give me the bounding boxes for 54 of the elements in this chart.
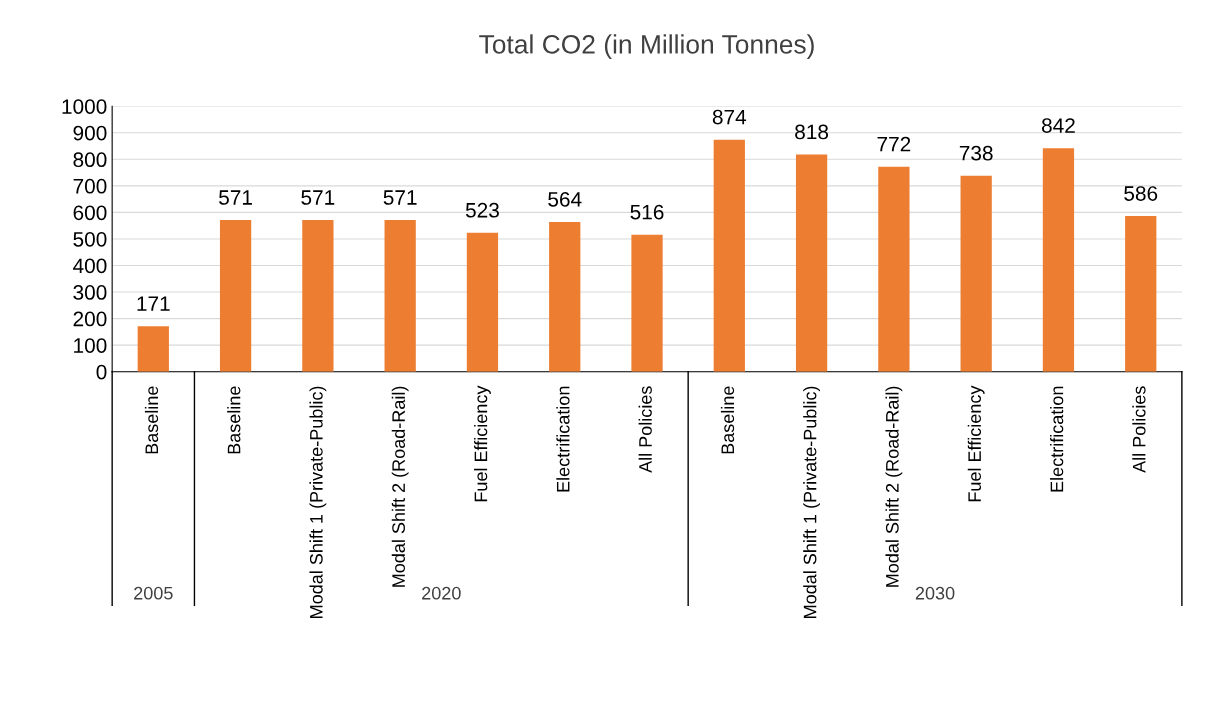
y-tick-label: 200 xyxy=(73,311,107,327)
bar xyxy=(1125,216,1157,372)
bar xyxy=(219,220,252,372)
text: 2030 xyxy=(915,586,955,600)
bar xyxy=(795,154,828,372)
bar xyxy=(631,234,663,372)
data-label: 523 xyxy=(465,202,499,218)
y-tick-label: 600 xyxy=(73,205,107,221)
y-tick-label: 900 xyxy=(73,125,107,141)
bar xyxy=(302,220,334,372)
text: 2005 xyxy=(134,586,173,600)
data-label: 772 xyxy=(877,136,911,152)
x-tick-label: Modal Shift 1 (Private-Public) xyxy=(309,386,327,618)
data-label: 571 xyxy=(301,190,335,205)
data-label: 738 xyxy=(959,145,993,161)
data-label: 571 xyxy=(219,190,252,205)
bar xyxy=(384,220,416,372)
y-tick-label: 100 xyxy=(74,338,107,353)
bar xyxy=(878,166,910,372)
bar xyxy=(466,232,499,372)
y-tick-label: 800 xyxy=(73,152,107,168)
x-tick-label: All Policies xyxy=(638,386,652,473)
y-tick-label: 400 xyxy=(73,258,107,274)
bar xyxy=(713,139,745,372)
bar xyxy=(1042,148,1075,372)
x-tick-label: Baseline xyxy=(720,386,735,454)
data-label: 564 xyxy=(548,191,582,207)
y-tick-label: 1000 xyxy=(62,99,107,114)
data-label: 571 xyxy=(383,190,417,205)
x-tick-label: Baseline xyxy=(144,386,159,454)
text: 2020 xyxy=(422,586,461,600)
data-label: 818 xyxy=(795,124,829,140)
x-tick-label: Fuel Efficiency xyxy=(474,385,491,502)
x-tick-label: Baseline xyxy=(227,386,241,454)
chart-title: Total CO2 (in Million Tonnes) xyxy=(479,34,814,59)
data-label: 586 xyxy=(1124,186,1158,201)
x-tick-label: Electrification xyxy=(556,386,570,492)
x-tick-label: Electrification xyxy=(1050,386,1064,492)
data-label: 842 xyxy=(1041,118,1075,133)
data-label: 171 xyxy=(137,296,170,311)
bar xyxy=(137,326,169,372)
bar xyxy=(549,221,581,372)
y-tick-label: 0 xyxy=(96,364,107,380)
x-tick-label: Fuel Efficiency xyxy=(967,385,985,502)
y-tick-label: 500 xyxy=(73,231,107,247)
x-tick-label: Modal Shift 2 (Road-Rail) xyxy=(885,386,903,587)
x-tick-label: All Policies xyxy=(1132,386,1146,473)
x-tick-label: Modal Shift 1 (Private-Public) xyxy=(803,386,820,618)
x-tick-label: Modal Shift 2 (Road-Rail) xyxy=(391,386,409,587)
data-label: 516 xyxy=(630,204,664,220)
y-tick-label: 700 xyxy=(73,178,107,194)
data-label: 874 xyxy=(712,109,747,125)
bar xyxy=(960,175,992,372)
y-tick-label: 300 xyxy=(73,285,107,300)
